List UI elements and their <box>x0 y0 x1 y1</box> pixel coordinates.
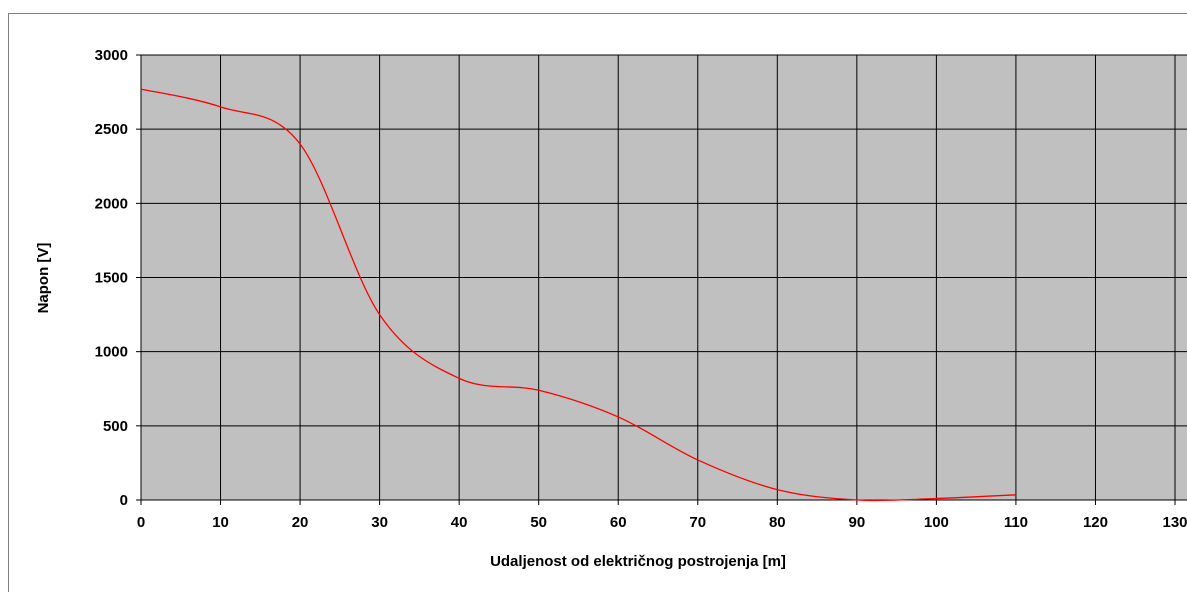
y-tick-label: 500 <box>103 418 128 435</box>
x-tick-label: 10 <box>212 514 229 531</box>
y-tick-label: 3000 <box>95 47 128 64</box>
y-tick-label: 1500 <box>95 270 128 287</box>
y-tick-label: 0 <box>120 492 128 509</box>
x-tick-label: 70 <box>689 514 706 531</box>
y-tick-label: 2500 <box>95 121 128 138</box>
x-tick-label: 110 <box>1004 514 1028 531</box>
x-tick-label: 0 <box>137 514 145 531</box>
x-tick-label: 20 <box>292 514 309 531</box>
x-tick-label: 50 <box>530 514 547 531</box>
x-axis-label: Udaljenost od električnog postrojenja [m… <box>490 553 786 570</box>
x-tick-label: 30 <box>371 514 388 531</box>
y-tick-label: 1000 <box>95 344 128 361</box>
x-tick-label: 60 <box>610 514 627 531</box>
y-tick-label: 2000 <box>95 195 128 212</box>
x-tick-label: 100 <box>924 514 949 531</box>
x-tick-label: 120 <box>1083 514 1108 531</box>
x-tick-label: 90 <box>849 514 866 531</box>
x-tick-label: 130 <box>1162 514 1187 531</box>
y-axis-label: Napon [V] <box>35 243 52 314</box>
x-tick-label: 40 <box>451 514 468 531</box>
x-tick-label: 80 <box>769 514 786 531</box>
